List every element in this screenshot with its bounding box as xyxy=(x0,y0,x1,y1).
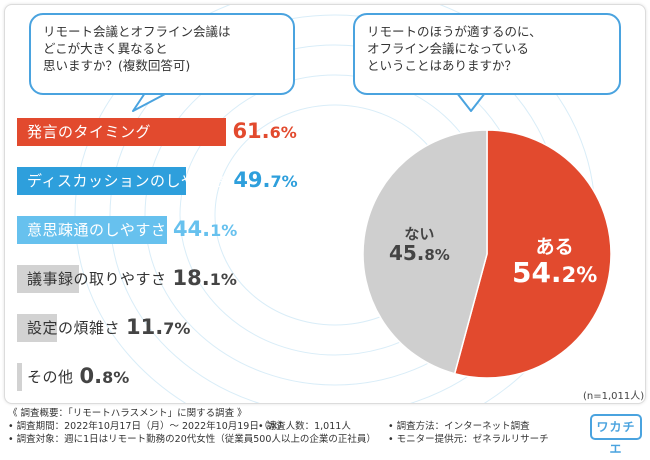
infographic: リモート会議とオフライン会議は どこが大きく異なると 思いますか？(複数回答可)… xyxy=(4,4,646,456)
pie-slice-2 xyxy=(362,129,488,375)
footer-period: • 調査期間：2022年10月17日（月）～ 2022年10月19日（水） xyxy=(8,421,288,432)
bubble-tails xyxy=(132,92,486,112)
pie-chart xyxy=(362,129,612,379)
left-question-bubble: リモート会議とオフライン会議は どこが大きく異なると 思いますか？(複数回答可) xyxy=(29,13,295,95)
bar-label-3: 意思疎通のしやすさ xyxy=(27,221,167,239)
bar-2 xyxy=(17,167,186,195)
wakachie-logo: ワカチエ xyxy=(590,414,642,456)
bar-value-3: 44.1% xyxy=(172,217,238,241)
bar-label-5: 設定の煩雑さ xyxy=(27,319,121,337)
bar-6 xyxy=(17,363,22,391)
bar-value-5: 11.7% xyxy=(126,315,191,339)
bar-label-6: その他 xyxy=(27,368,74,386)
bar-3 xyxy=(17,216,167,244)
right-question-bubble: リモートのほうが適するのに、 オフライン会議になっている ということはありますか… xyxy=(353,13,621,95)
bar-1 xyxy=(17,118,227,146)
pie-slice-1 xyxy=(453,129,612,379)
bar-label-1: 発言のタイミング xyxy=(27,123,152,141)
survey-footer: 《 調査概要：「リモートハラスメント」に関する調査 》 • 調査期間：2022年… xyxy=(8,407,568,446)
bar-value-6: 0.8% xyxy=(79,364,130,388)
bar-value-1: 61.6% xyxy=(232,119,297,143)
pie-label-2: ない 45.8% xyxy=(388,224,450,266)
chart-card: リモート会議とオフライン会議は どこが大きく異なると 思いますか？(複数回答可)… xyxy=(4,4,646,404)
footer-heading: 《 調査概要：「リモートハラスメント」に関する調査 》 xyxy=(8,408,247,419)
bar-label-4: 議事録の取りやすさ xyxy=(27,270,167,288)
footer-provider: • モニター提供元：ゼネラルリサーチ xyxy=(388,434,549,445)
bar-5 xyxy=(17,314,57,342)
bar-value-4: 18.1% xyxy=(172,266,237,290)
pie-label-1: ある 54.2% xyxy=(511,236,598,290)
footer-target: • 調査対象：週に1日はリモート勤務の20代女性（従業員500人以上の企業の正社… xyxy=(8,434,376,445)
bar-value-2: 49.7% xyxy=(233,168,298,192)
bar-4 xyxy=(17,265,79,293)
bar-label-2: ディスカッションのしやすさ xyxy=(27,172,228,190)
sample-size: (n=1,011人) xyxy=(583,391,645,402)
footer-count: • 調査人数：1,011人 xyxy=(258,421,351,432)
footer-method: • 調査方法：インターネット調査 xyxy=(388,421,530,432)
